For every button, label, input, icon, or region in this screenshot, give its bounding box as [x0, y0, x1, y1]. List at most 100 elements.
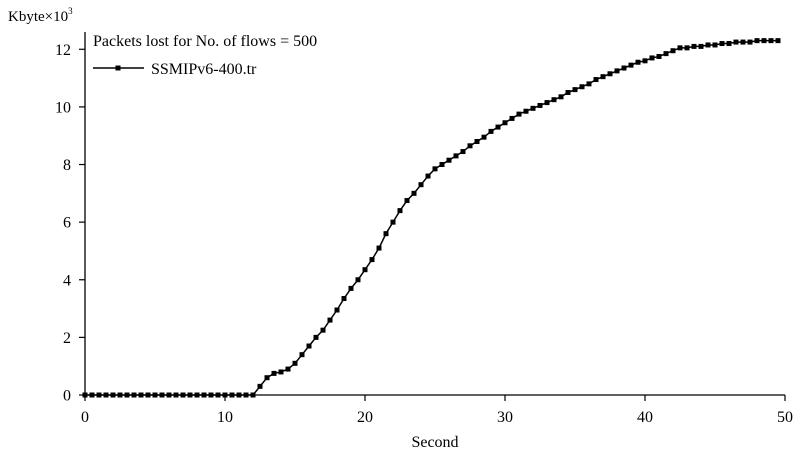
data-point	[747, 39, 753, 45]
data-point	[523, 108, 529, 114]
y-axis-label-text: Kbyte×10	[8, 9, 68, 25]
x-tick-label: 20	[357, 409, 373, 426]
data-point	[369, 257, 375, 263]
y-tick-label: 6	[63, 215, 71, 232]
data-point	[516, 111, 522, 117]
y-tick-label: 0	[63, 388, 71, 405]
data-point	[572, 87, 578, 93]
data-point	[110, 392, 116, 398]
data-point	[313, 334, 319, 340]
data-point	[159, 392, 165, 398]
data-point	[411, 190, 417, 196]
data-point	[649, 55, 655, 61]
data-point	[299, 352, 305, 358]
y-ticks: 0 2 4 6 8 10 12	[55, 42, 85, 405]
data-point	[565, 90, 571, 95]
x-axis-label: Second	[411, 434, 458, 451]
data-point	[551, 97, 557, 103]
x-tick-label: 40	[637, 409, 653, 426]
data-point	[257, 383, 263, 389]
data-point	[96, 392, 102, 398]
data-point	[677, 45, 683, 51]
data-point	[502, 120, 508, 126]
data-point	[334, 307, 340, 313]
data-point	[691, 43, 697, 49]
data-point	[229, 392, 235, 398]
data-point	[607, 71, 613, 77]
data-point	[103, 392, 109, 398]
data-point	[628, 62, 634, 68]
data-point	[579, 84, 585, 90]
data-point	[278, 369, 284, 375]
data-point	[593, 77, 599, 83]
y-axis-label: Kbyte×103	[8, 6, 73, 25]
data-point	[481, 134, 487, 140]
data-point	[390, 219, 396, 225]
data-point	[684, 45, 690, 51]
data-point	[236, 392, 242, 398]
data-point	[761, 38, 767, 44]
data-point	[264, 375, 270, 381]
data-point	[642, 58, 648, 64]
data-point	[418, 182, 424, 188]
data-point	[250, 392, 256, 398]
data-point	[145, 392, 151, 398]
y-tick-label: 8	[63, 157, 71, 174]
data-point	[768, 38, 774, 44]
data-point	[341, 295, 347, 301]
data-point	[271, 370, 277, 376]
data-point	[544, 100, 550, 106]
data-point	[453, 153, 459, 159]
plot-area	[82, 38, 781, 398]
y-axis-label-superscript: 3	[68, 6, 73, 16]
x-tick-label: 0	[81, 409, 89, 426]
y-tick-label: 10	[55, 99, 71, 116]
data-point	[327, 317, 333, 323]
data-point	[131, 392, 137, 398]
data-point	[117, 392, 123, 398]
y-tick-label: 12	[55, 42, 71, 59]
data-point	[124, 392, 130, 398]
data-point	[397, 208, 403, 214]
data-point	[383, 231, 389, 237]
y-tick-label: 4	[63, 272, 71, 289]
data-point	[187, 392, 193, 398]
data-point	[635, 59, 641, 65]
data-point	[292, 360, 298, 366]
data-point	[754, 38, 760, 44]
data-point	[446, 157, 452, 163]
series-line	[85, 39, 778, 396]
data-point	[243, 392, 249, 398]
chart-title: Packets lost for No. of flows = 500	[93, 33, 317, 50]
data-point	[320, 327, 326, 333]
x-tick-label: 50	[777, 409, 793, 426]
data-point	[474, 138, 480, 144]
data-point	[712, 42, 718, 48]
data-point	[439, 162, 445, 168]
data-point	[726, 41, 732, 47]
data-point	[82, 392, 88, 398]
data-point	[488, 128, 494, 134]
data-point	[376, 245, 382, 251]
data-point	[460, 149, 466, 155]
legend: SSMIPv6-400.tr	[93, 61, 257, 78]
data-point	[586, 81, 592, 87]
data-point	[614, 68, 620, 74]
data-point	[432, 166, 438, 172]
data-point	[656, 53, 662, 59]
data-point	[733, 39, 739, 45]
data-point	[180, 392, 186, 398]
data-point	[719, 41, 725, 47]
data-point	[222, 392, 228, 398]
data-point	[355, 277, 361, 283]
data-point	[425, 173, 431, 179]
data-point	[306, 343, 312, 349]
data-point	[740, 39, 746, 45]
data-point	[362, 267, 368, 273]
data-point	[152, 392, 158, 398]
data-point	[194, 392, 200, 398]
legend-label: SSMIPv6-400.tr	[151, 61, 257, 78]
data-point	[285, 366, 291, 372]
data-point	[173, 392, 179, 398]
